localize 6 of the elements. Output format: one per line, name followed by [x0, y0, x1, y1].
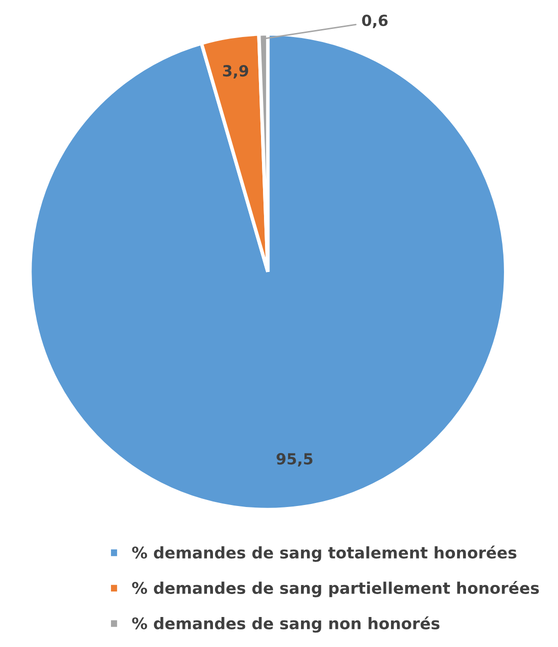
legend-label: % demandes de sang partiellement honorées — [132, 581, 539, 598]
data-label: 0,6 — [362, 14, 388, 28]
legend-label: % demandes de sang totalement honorées — [132, 546, 516, 562]
data-label: 3,9 — [223, 65, 248, 79]
data-label: 95,5 — [276, 453, 312, 467]
legend-label: % demandes de sang non honorés — [132, 616, 440, 633]
